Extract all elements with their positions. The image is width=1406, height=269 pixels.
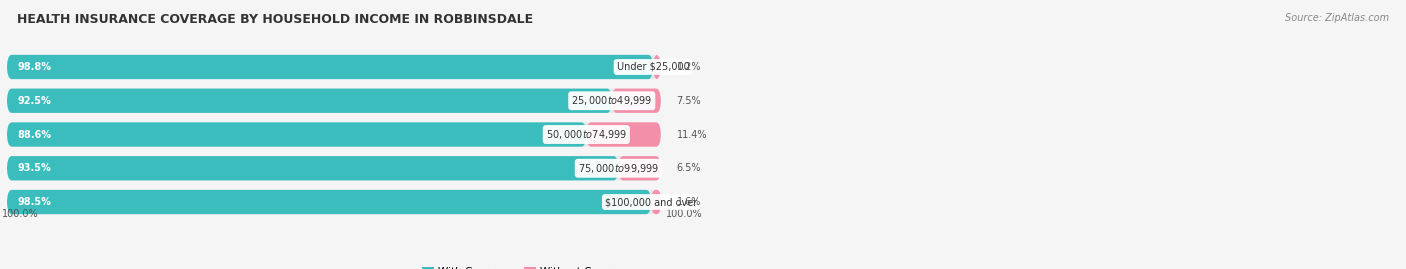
FancyBboxPatch shape — [652, 55, 661, 79]
FancyBboxPatch shape — [619, 156, 661, 180]
FancyBboxPatch shape — [7, 122, 661, 147]
FancyBboxPatch shape — [612, 89, 661, 113]
Legend: With Coverage, Without Coverage: With Coverage, Without Coverage — [418, 263, 638, 269]
Text: 88.6%: 88.6% — [17, 129, 52, 140]
FancyBboxPatch shape — [7, 156, 619, 180]
Text: Source: ZipAtlas.com: Source: ZipAtlas.com — [1285, 13, 1389, 23]
FancyBboxPatch shape — [7, 89, 612, 113]
Text: 98.8%: 98.8% — [17, 62, 52, 72]
FancyBboxPatch shape — [7, 156, 661, 180]
FancyBboxPatch shape — [7, 190, 651, 214]
Text: 1.2%: 1.2% — [676, 62, 702, 72]
Text: 1.6%: 1.6% — [678, 197, 702, 207]
Text: 92.5%: 92.5% — [17, 96, 52, 106]
Text: 98.5%: 98.5% — [17, 197, 52, 207]
Text: 7.5%: 7.5% — [676, 96, 702, 106]
Text: Under $25,000: Under $25,000 — [617, 62, 689, 72]
FancyBboxPatch shape — [7, 55, 661, 79]
FancyBboxPatch shape — [651, 190, 662, 214]
Text: $100,000 and over: $100,000 and over — [605, 197, 697, 207]
Text: $25,000 to $49,999: $25,000 to $49,999 — [571, 94, 652, 107]
Text: 100.0%: 100.0% — [666, 209, 703, 219]
FancyBboxPatch shape — [7, 122, 586, 147]
FancyBboxPatch shape — [7, 190, 661, 214]
Text: 100.0%: 100.0% — [1, 209, 38, 219]
FancyBboxPatch shape — [7, 55, 652, 79]
Text: $75,000 to $99,999: $75,000 to $99,999 — [578, 162, 659, 175]
FancyBboxPatch shape — [7, 89, 661, 113]
Text: $50,000 to $74,999: $50,000 to $74,999 — [546, 128, 627, 141]
FancyBboxPatch shape — [586, 122, 661, 147]
Text: 93.5%: 93.5% — [17, 163, 52, 173]
Text: 6.5%: 6.5% — [676, 163, 702, 173]
Text: HEALTH INSURANCE COVERAGE BY HOUSEHOLD INCOME IN ROBBINSDALE: HEALTH INSURANCE COVERAGE BY HOUSEHOLD I… — [17, 13, 533, 26]
Text: 11.4%: 11.4% — [676, 129, 707, 140]
